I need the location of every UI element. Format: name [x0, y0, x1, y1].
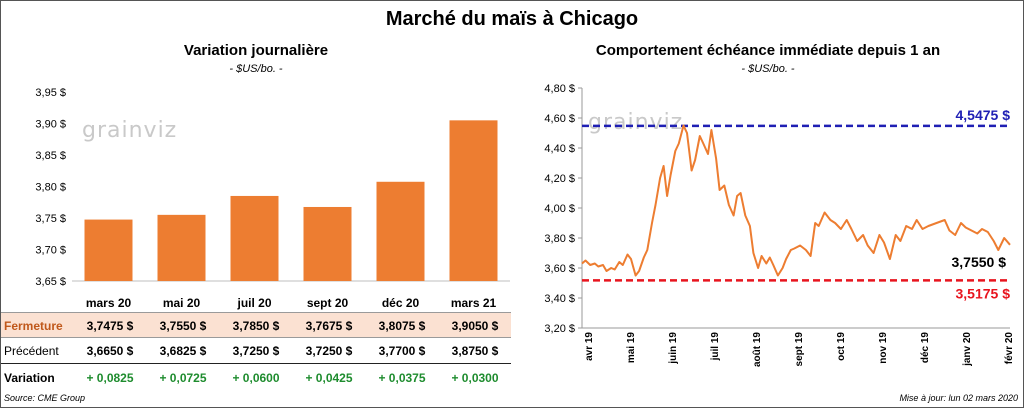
- previous-value: 3,6650 $: [86, 344, 134, 358]
- updated-note: Mise à jour: lun 02 mars 2020: [899, 393, 1018, 403]
- left-watermark: grainviz: [82, 118, 178, 143]
- high-reference-label: 4,5475 $: [956, 107, 1011, 123]
- bar: [230, 195, 279, 281]
- line-x-tick-label: janv 20: [962, 332, 973, 367]
- bar-y-tick-label: 3,95 $: [35, 87, 66, 99]
- bar: [84, 219, 133, 281]
- variation-value: + 0,0300: [451, 371, 499, 385]
- previous-value: 3,7250 $: [305, 344, 353, 358]
- bar: [303, 206, 352, 281]
- line-x-axis: avr 19 mai 19 juin 19 juil 19 août 19 sept 19…: [582, 327, 1015, 367]
- line-series: 3,7550 $: [581, 124, 1011, 277]
- line-x-tick-label: juin 19: [668, 332, 679, 365]
- previous-row-label: Précédent: [4, 344, 59, 358]
- close-value: 3,7850 $: [232, 319, 280, 333]
- line-x-tick-label: mai 19: [626, 332, 637, 364]
- line-x-tick-label: sept 19: [794, 332, 805, 367]
- bar-x-axis: mars 20 mai 20 juil 20 sept 20 déc 20 mars 21: [86, 296, 497, 310]
- close-row-label: Fermeture: [4, 319, 63, 333]
- close-value: 3,7475 $: [86, 319, 134, 333]
- bar: [449, 120, 498, 281]
- close-value: 3,7550 $: [159, 319, 207, 333]
- variation-value: + 0,0600: [232, 371, 280, 385]
- variation-value: + 0,0725: [159, 371, 207, 385]
- bar-x-tick-label: déc 20: [382, 296, 420, 310]
- close-value: 3,9050 $: [451, 319, 499, 333]
- price-line: [581, 124, 1011, 277]
- right-watermark: grainviz: [588, 110, 684, 135]
- left-chart-title: Variation journalière: [183, 42, 329, 59]
- bar-y-tick-label: 3,75 $: [35, 213, 66, 225]
- variation-row: Variation + 0,0825 + 0,0725 + 0,0600 + 0…: [1, 365, 511, 391]
- close-value: 3,7675 $: [305, 319, 353, 333]
- close-value: 3,8075 $: [378, 319, 426, 333]
- bar-x-tick-label: juil 20: [236, 296, 271, 310]
- previous-value: 3,7700 $: [378, 344, 426, 358]
- right-chart-title: Comportement échéance immédiate depuis 1…: [595, 42, 941, 59]
- bar-y-axis: 3,65 $ 3,70 $ 3,75 $ 3,80 $ 3,85 $ 3,90 $ 3,95…: [35, 87, 510, 288]
- line-x-tick-label: avr 19: [584, 332, 595, 361]
- previous-value: 3,6825 $: [159, 344, 207, 358]
- variation-value: + 0,0425: [305, 371, 353, 385]
- line-y-tick-label: 3,60 $: [544, 263, 575, 275]
- line-x-tick-label: nov 19: [878, 332, 889, 364]
- bar-x-tick-label: mai 20: [163, 296, 201, 310]
- previous-value: 3,7250 $: [232, 344, 280, 358]
- variation-row-label: Variation: [4, 371, 55, 385]
- previous-value: 3,8750 $: [451, 344, 499, 358]
- bar-y-tick-label: 3,90 $: [35, 119, 66, 131]
- bar-series: [84, 120, 498, 281]
- bar-y-tick-label: 3,80 $: [35, 182, 66, 194]
- line-y-tick-label: 4,00 $: [544, 203, 575, 215]
- variation-value: + 0,0375: [378, 371, 426, 385]
- line-x-tick-label: août 19: [752, 332, 763, 367]
- previous-row: Précédent 3,6650 $ 3,6825 $ 3,7250 $ 3,7…: [1, 338, 511, 364]
- line-y-axis: 3,20 $ 3,40 $ 3,60 $ 3,80 $ 4,00 $ 4,20 $ 4,40…: [544, 83, 583, 335]
- bar-chart: 3,65 $ 3,70 $ 3,75 $ 3,80 $ 3,85 $ 3,90 $ 3,95…: [35, 87, 510, 310]
- line-y-tick-label: 3,80 $: [544, 233, 575, 245]
- source-note: Source: CME Group: [4, 393, 86, 403]
- variation-value: + 0,0825: [86, 371, 134, 385]
- main-title: Marché du maïs à Chicago: [385, 8, 639, 30]
- reference-lines: 4,5475 $ 3,5175 $: [582, 107, 1011, 301]
- bar-y-tick-label: 3,85 $: [35, 150, 66, 162]
- right-chart-unit: - $US/bo. -: [741, 63, 795, 75]
- close-row: Fermeture 3,7475 $ 3,7550 $ 3,7850 $ 3,7…: [1, 312, 511, 338]
- bar: [157, 214, 206, 281]
- line-x-tick-label: déc 19: [920, 332, 931, 364]
- bar: [376, 181, 425, 281]
- line-y-tick-label: 3,20 $: [544, 323, 575, 335]
- line-y-tick-label: 4,40 $: [544, 143, 575, 155]
- line-y-tick-label: 4,20 $: [544, 173, 575, 185]
- last-value-label: 3,7550 $: [952, 254, 1007, 270]
- line-x-tick-label: févr 20: [1004, 332, 1015, 365]
- bar-x-tick-label: mars 20: [86, 296, 132, 310]
- line-x-tick-label: juil 19: [710, 332, 721, 362]
- low-reference-label: 3,5175 $: [956, 285, 1011, 301]
- bar-x-tick-label: sept 20: [307, 296, 349, 310]
- bar-y-tick-label: 3,65 $: [35, 276, 66, 288]
- line-x-tick-label: oct 19: [836, 332, 847, 361]
- line-y-tick-label: 4,60 $: [544, 113, 575, 125]
- bar-x-tick-label: mars 21: [451, 296, 497, 310]
- line-y-tick-label: 3,40 $: [544, 293, 575, 305]
- line-y-tick-label: 4,80 $: [544, 83, 575, 95]
- left-chart-unit: - $US/bo. -: [229, 63, 283, 75]
- bar-y-tick-label: 3,70 $: [35, 245, 66, 257]
